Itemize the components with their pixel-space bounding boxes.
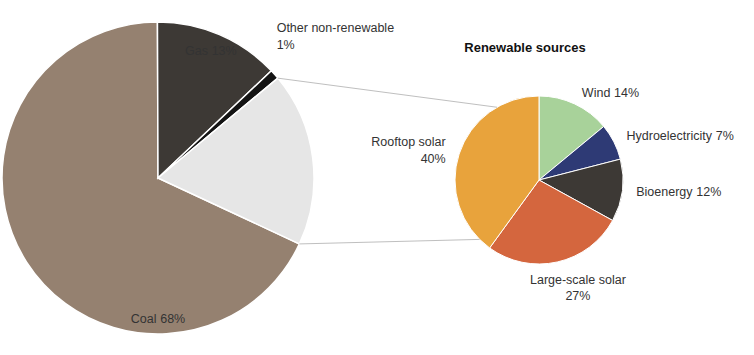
chart-title: Renewable sources <box>464 40 585 55</box>
data-label: Large-scale solar 27% <box>530 273 626 303</box>
label-value: 1% <box>277 38 295 52</box>
label-category: Large-scale solar <box>530 273 626 287</box>
label-value: 40% <box>421 152 446 166</box>
label-category: Bioenergy <box>636 185 693 199</box>
chart-canvas: Coal68% Gas 13% Other non-renewable 1% Renewa… <box>0 0 754 355</box>
label-category: Coal <box>131 312 157 326</box>
label-value: 27% <box>565 289 590 303</box>
label-category: Wind <box>582 86 611 100</box>
label-category: Rooftop solar <box>371 135 445 149</box>
connector-line <box>278 78 497 107</box>
label-value: 7% <box>716 129 734 143</box>
label-value: 14% <box>614 86 639 100</box>
label-category: Gas <box>185 44 208 58</box>
connector-line <box>299 239 479 244</box>
pie-group <box>2 22 314 334</box>
data-label: Wind14% <box>582 86 639 100</box>
label-value: 68% <box>160 312 185 326</box>
data-label: Gas 13% <box>185 44 237 58</box>
label-value: 13% <box>212 44 237 58</box>
label-value: 12% <box>696 185 721 199</box>
data-label: Bioenergy12% <box>636 185 721 199</box>
data-label: Rooftop solar 40% <box>371 135 445 165</box>
data-label: Hydroelectricity7% <box>627 129 734 143</box>
pie-slice <box>455 96 539 248</box>
pie-group <box>455 96 623 264</box>
label-category: Other non-renewable <box>277 21 394 35</box>
pie-slice <box>158 78 314 244</box>
data-label: Coal68% <box>131 312 186 326</box>
label-category: Hydroelectricity <box>627 129 713 143</box>
data-label: Other non-renewable 1% <box>277 21 394 51</box>
